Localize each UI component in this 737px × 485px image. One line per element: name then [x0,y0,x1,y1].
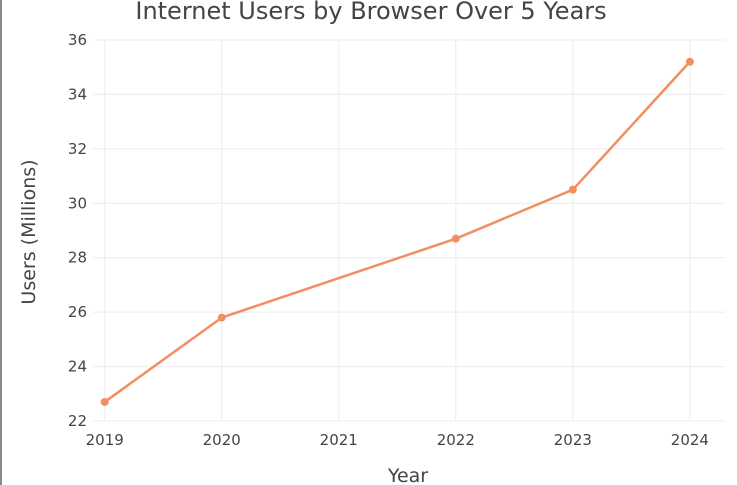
x-tick-label: 2020 [203,431,241,449]
x-axis-ticks: 2019 2020 2021 2022 2023 2024 [86,431,709,449]
series-line [103,60,691,403]
x-axis-label: Year [387,465,428,485]
y-tick-label: 26 [68,303,87,321]
x-tick-label: 2022 [437,431,475,449]
x-tick-label: 2019 [86,431,124,449]
chart-title: Internet Users by Browser Over 5 Years [135,0,606,25]
y-tick-label: 32 [68,140,87,158]
x-tick-label: 2021 [320,431,358,449]
y-tick-label: 24 [68,358,87,376]
y-axis-label: Users (Millions) [18,159,40,304]
data-point [100,397,109,406]
y-tick-label: 22 [68,412,87,430]
y-axis-ticks: 22 24 26 28 30 32 34 36 [68,31,87,430]
data-point [217,313,226,322]
x-tick-label: 2023 [554,431,592,449]
data-point [685,57,694,66]
y-tick-label: 30 [68,194,87,212]
series-users [100,57,694,406]
data-point [568,185,577,194]
y-tick-label: 36 [68,31,87,49]
left-border [0,0,2,485]
x-tick-label: 2024 [671,431,709,449]
y-tick-label: 34 [68,85,87,103]
y-tick-label: 28 [68,249,87,267]
data-point [451,234,460,243]
grid [93,39,725,422]
